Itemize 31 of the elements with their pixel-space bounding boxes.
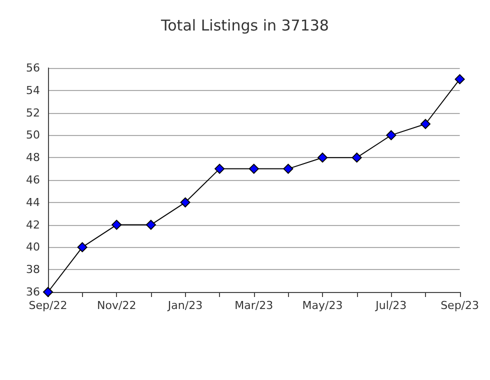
point xyxy=(454,74,465,84)
x-tick-label: Nov/22 xyxy=(97,299,136,312)
x-tick-label: Sep/23 xyxy=(440,299,479,312)
point xyxy=(146,220,156,230)
chart-title: Total Listings in 37138 xyxy=(160,16,329,34)
y-tick-label: 36 xyxy=(26,286,40,298)
point xyxy=(248,164,259,174)
x-tick-label: Sep/22 xyxy=(28,299,68,312)
y-tick-label: 46 xyxy=(26,174,40,186)
point xyxy=(214,164,225,174)
point xyxy=(318,152,328,163)
point xyxy=(180,197,190,208)
point xyxy=(112,220,122,230)
y-tick-label: 48 xyxy=(26,151,40,164)
y-tick-label: 54 xyxy=(26,84,40,97)
x-tick-label: Jul/23 xyxy=(374,299,407,312)
point xyxy=(352,152,362,163)
x-tick-label: May/23 xyxy=(302,299,343,312)
point xyxy=(420,119,430,129)
y-tick-label: 38 xyxy=(26,263,40,276)
point xyxy=(386,130,396,140)
y-tick-label: 50 xyxy=(26,128,40,142)
x-tick-label: Jan/23 xyxy=(166,299,203,312)
y-tick-label: 40 xyxy=(26,240,40,254)
point xyxy=(77,242,88,252)
y-tick-label: 52 xyxy=(26,106,40,120)
point xyxy=(283,164,294,174)
y-tick-label: 44 xyxy=(26,196,40,209)
y-tick-label: 56 xyxy=(26,62,40,74)
x-tick-label: Mar/23 xyxy=(234,299,274,312)
y-tick-label: 42 xyxy=(26,218,40,232)
